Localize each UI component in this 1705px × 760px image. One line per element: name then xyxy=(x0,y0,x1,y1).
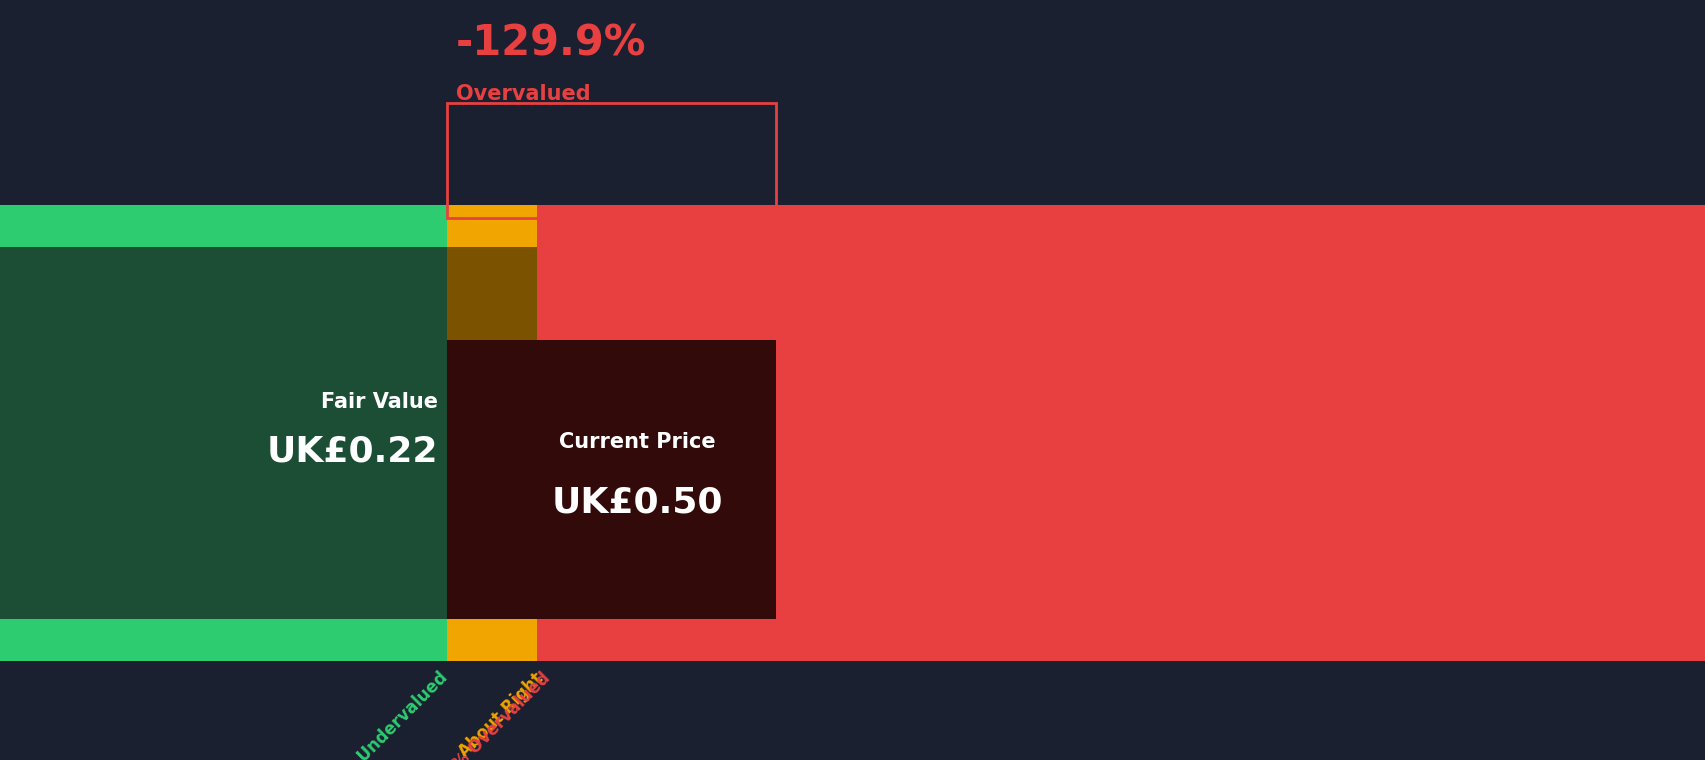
Bar xyxy=(0,619,447,661)
Bar xyxy=(537,619,1705,661)
Bar xyxy=(447,205,537,247)
Text: UK£0.22: UK£0.22 xyxy=(266,435,438,469)
Bar xyxy=(0,247,447,619)
Bar xyxy=(447,103,776,217)
Text: 20% Undervalued: 20% Undervalued xyxy=(322,669,450,760)
Bar xyxy=(0,205,447,247)
Bar xyxy=(537,247,1705,619)
Text: Overvalued: Overvalued xyxy=(455,84,590,103)
Text: Fair Value: Fair Value xyxy=(321,392,438,413)
Text: 20% Overvalued: 20% Overvalued xyxy=(433,669,552,760)
Text: About Right: About Right xyxy=(455,669,546,760)
Bar xyxy=(447,340,776,619)
Text: -129.9%: -129.9% xyxy=(455,23,646,65)
Bar xyxy=(0,247,447,619)
Bar xyxy=(537,205,1705,247)
Text: Current Price: Current Price xyxy=(559,432,714,451)
Bar xyxy=(447,619,537,661)
Bar xyxy=(447,247,537,619)
Text: UK£0.50: UK£0.50 xyxy=(551,486,723,520)
